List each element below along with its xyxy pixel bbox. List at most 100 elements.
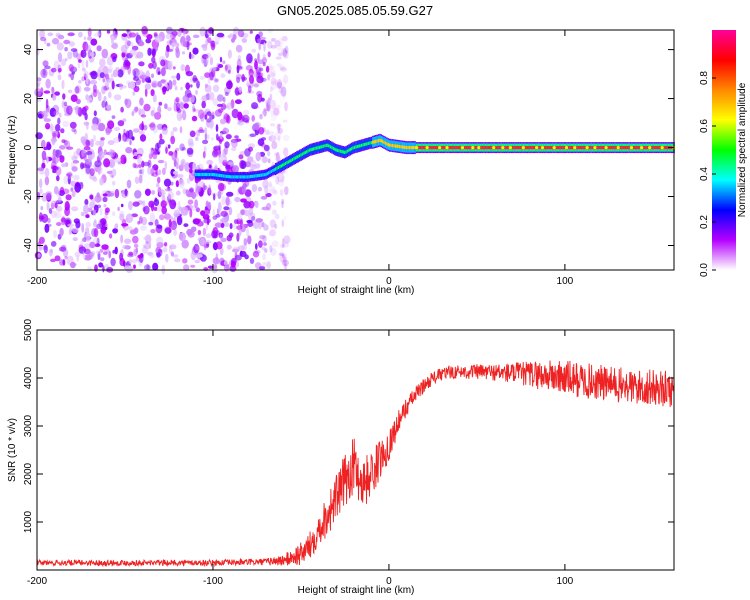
ridge-core	[432, 146, 435, 150]
colorbar-label: Normalized spectral amplitude	[737, 82, 748, 217]
noise-speckle	[232, 165, 240, 174]
noise-speckle	[279, 65, 286, 70]
noise-speckle	[223, 222, 230, 227]
ridge-core	[403, 145, 405, 149]
ridge-core	[663, 146, 665, 150]
ridge-peak	[640, 146, 644, 150]
noise-speckle	[80, 211, 85, 217]
noise-speckle	[96, 89, 99, 94]
ridge-core	[383, 140, 385, 144]
ridge-core	[483, 146, 485, 150]
noise-speckle	[144, 83, 151, 90]
noise-speckle	[80, 136, 86, 144]
ridge-core	[418, 146, 420, 150]
ridge-peak	[460, 146, 465, 150]
noise-speckle	[92, 89, 98, 98]
noise-speckle	[101, 244, 109, 250]
noise-speckle	[113, 137, 121, 144]
noise-speckle	[161, 194, 166, 202]
ridge-core	[390, 143, 392, 147]
ridge-core	[355, 145, 357, 149]
noise-speckle	[148, 123, 156, 128]
noise-speckle	[170, 220, 178, 231]
noise-speckle	[276, 44, 282, 51]
ridge-core	[583, 146, 585, 150]
ridge-core	[486, 146, 488, 150]
noise-speckle	[161, 206, 167, 215]
noise-speckle	[189, 187, 194, 193]
noise-speckle	[214, 78, 219, 82]
noise-speckle	[232, 248, 240, 253]
noise-speckle	[159, 133, 163, 140]
noise-speckle	[271, 141, 278, 150]
noise-speckle	[224, 141, 230, 149]
noise-speckle	[195, 207, 200, 213]
noise-speckle	[280, 96, 284, 106]
noise-speckle	[273, 107, 280, 116]
noise-speckle	[222, 96, 226, 103]
snr-y-label: SNR (10 * v/v)	[7, 418, 18, 482]
noise-speckle	[70, 48, 78, 52]
ridge-core	[387, 143, 389, 147]
noise-speckle	[260, 195, 268, 200]
ridge-core	[260, 173, 263, 177]
noise-speckle	[212, 43, 215, 48]
noise-speckle	[270, 80, 277, 91]
noise-speckle	[56, 42, 64, 51]
noise-speckle	[70, 187, 74, 192]
ridge-core	[327, 143, 329, 147]
noise-speckle	[134, 176, 140, 184]
ridge-core	[213, 173, 215, 177]
noise-speckle	[206, 159, 214, 165]
colorbar-tick-label: 0.8	[699, 71, 710, 85]
ridge-core	[628, 146, 630, 150]
ridge-core	[619, 146, 622, 150]
ridge-core	[467, 146, 470, 150]
noise-speckle	[131, 258, 138, 264]
noise-speckle	[283, 74, 289, 84]
noise-speckle	[176, 101, 184, 109]
noise-speckle	[203, 244, 210, 249]
noise-speckle	[263, 144, 270, 152]
noise-speckle	[172, 79, 177, 86]
noise-speckle	[257, 138, 265, 146]
noise-speckle	[60, 217, 67, 223]
noise-speckle	[267, 150, 271, 157]
noise-speckle	[83, 87, 91, 91]
noise-speckle	[224, 91, 229, 96]
noise-speckle	[263, 242, 267, 246]
noise-speckle	[160, 79, 166, 83]
noise-speckle	[231, 147, 237, 152]
noise-speckle	[122, 244, 130, 250]
noise-speckle	[156, 142, 161, 149]
noise-speckle	[157, 81, 162, 88]
noise-speckle	[36, 253, 41, 258]
noise-speckle	[72, 237, 78, 242]
ridge-core	[394, 144, 397, 148]
ridge-core	[311, 147, 313, 151]
noise-speckle	[139, 97, 144, 106]
ridge-core	[484, 146, 487, 150]
ridge-core	[459, 146, 461, 150]
noise-speckle	[96, 237, 100, 247]
noise-speckle	[54, 202, 58, 209]
noise-speckle	[120, 154, 127, 165]
ridge-core	[466, 146, 468, 150]
ridge-peak	[492, 146, 496, 150]
noise-speckle	[94, 243, 101, 248]
noise-speckle	[186, 147, 194, 155]
x-tick-label: -100	[203, 576, 223, 587]
noise-speckle	[160, 67, 166, 77]
noise-speckle	[59, 186, 65, 194]
noise-speckle	[94, 219, 97, 223]
noise-speckle	[219, 56, 223, 63]
ridge-core	[256, 174, 259, 178]
noise-speckle	[65, 194, 72, 201]
noise-speckle	[99, 72, 105, 79]
noise-speckle	[111, 115, 116, 119]
noise-speckle	[256, 90, 263, 97]
noise-speckle	[244, 189, 252, 197]
noise-speckle	[160, 200, 167, 209]
noise-speckle	[213, 193, 216, 201]
